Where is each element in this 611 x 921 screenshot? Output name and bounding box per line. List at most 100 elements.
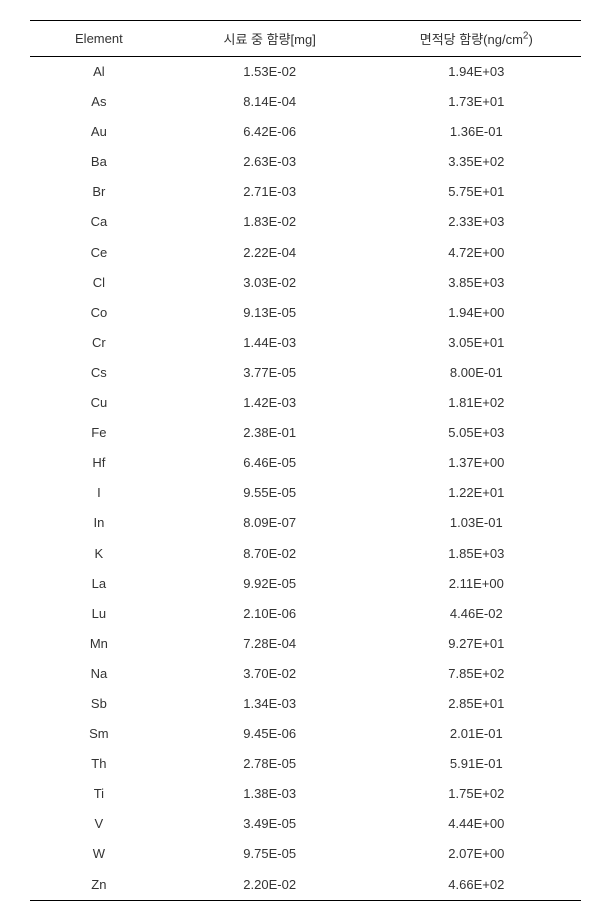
cell-sample-mg: 9.92E-05 [168,569,372,599]
cell-sample-mg: 2.63E-03 [168,147,372,177]
cell-element: Ca [30,207,168,237]
table-row: Th2.78E-055.91E-01 [30,749,581,779]
table-row: V3.49E-054.44E+00 [30,809,581,839]
table-row: Cu1.42E-031.81E+02 [30,388,581,418]
table-row: Zn2.20E-024.66E+02 [30,870,581,901]
cell-element: Zn [30,870,168,901]
cell-sample-mg: 9.45E-06 [168,719,372,749]
col-header-area-ngcm2: 면적당 함량(ng/cm2) [372,21,581,57]
table-row: Au6.42E-061.36E-01 [30,117,581,147]
cell-area-ngcm2: 3.05E+01 [372,328,581,358]
table-row: Fe2.38E-015.05E+03 [30,418,581,448]
table-row: K8.70E-021.85E+03 [30,539,581,569]
table-row: Ba2.63E-033.35E+02 [30,147,581,177]
cell-sample-mg: 9.55E-05 [168,478,372,508]
cell-sample-mg: 8.70E-02 [168,539,372,569]
col-header-sample-mg: 시료 중 함량[mg] [168,21,372,57]
table-row: La9.92E-052.11E+00 [30,569,581,599]
table-row: Cr1.44E-033.05E+01 [30,328,581,358]
cell-area-ngcm2: 5.75E+01 [372,177,581,207]
cell-element: Fe [30,418,168,448]
cell-area-ngcm2: 1.94E+03 [372,57,581,88]
table-row: Sm9.45E-062.01E-01 [30,719,581,749]
cell-sample-mg: 1.38E-03 [168,779,372,809]
cell-sample-mg: 2.10E-06 [168,599,372,629]
cell-sample-mg: 1.44E-03 [168,328,372,358]
col-header-area-suffix: ) [528,32,532,47]
cell-area-ngcm2: 1.75E+02 [372,779,581,809]
cell-sample-mg: 3.70E-02 [168,659,372,689]
cell-element: In [30,508,168,538]
table-row: In8.09E-071.03E-01 [30,508,581,538]
cell-element: Cr [30,328,168,358]
cell-area-ngcm2: 1.37E+00 [372,448,581,478]
cell-sample-mg: 2.71E-03 [168,177,372,207]
cell-element: Au [30,117,168,147]
col-header-area-prefix: 면적당 함량(ng/cm [420,32,523,47]
cell-area-ngcm2: 5.91E-01 [372,749,581,779]
cell-area-ngcm2: 4.44E+00 [372,809,581,839]
cell-area-ngcm2: 8.00E-01 [372,358,581,388]
cell-area-ngcm2: 4.66E+02 [372,870,581,901]
cell-element: Ce [30,238,168,268]
cell-area-ngcm2: 1.22E+01 [372,478,581,508]
cell-element: Sm [30,719,168,749]
cell-sample-mg: 1.83E-02 [168,207,372,237]
cell-sample-mg: 2.20E-02 [168,870,372,901]
cell-sample-mg: 7.28E-04 [168,629,372,659]
cell-sample-mg: 8.14E-04 [168,87,372,117]
cell-sample-mg: 1.42E-03 [168,388,372,418]
cell-element: I [30,478,168,508]
cell-area-ngcm2: 4.46E-02 [372,599,581,629]
cell-area-ngcm2: 7.85E+02 [372,659,581,689]
cell-sample-mg: 1.53E-02 [168,57,372,88]
cell-element: Mn [30,629,168,659]
cell-element: Na [30,659,168,689]
col-header-element: Element [30,21,168,57]
table-row: Ca1.83E-022.33E+03 [30,207,581,237]
table-row: Al1.53E-021.94E+03 [30,57,581,88]
cell-sample-mg: 6.42E-06 [168,117,372,147]
cell-sample-mg: 2.38E-01 [168,418,372,448]
table-row: Br2.71E-035.75E+01 [30,177,581,207]
cell-element: Ba [30,147,168,177]
cell-element: Br [30,177,168,207]
cell-element: Sb [30,689,168,719]
cell-element: Lu [30,599,168,629]
table-row: Mn7.28E-049.27E+01 [30,629,581,659]
table-row: Lu2.10E-064.46E-02 [30,599,581,629]
cell-sample-mg: 9.13E-05 [168,298,372,328]
cell-area-ngcm2: 2.01E-01 [372,719,581,749]
table-row: Co9.13E-051.94E+00 [30,298,581,328]
cell-area-ngcm2: 9.27E+01 [372,629,581,659]
cell-area-ngcm2: 1.73E+01 [372,87,581,117]
cell-area-ngcm2: 1.81E+02 [372,388,581,418]
cell-sample-mg: 2.78E-05 [168,749,372,779]
cell-sample-mg: 3.49E-05 [168,809,372,839]
table-row: Cs3.77E-058.00E-01 [30,358,581,388]
cell-element: As [30,87,168,117]
table-row: As8.14E-041.73E+01 [30,87,581,117]
table-row: Ti1.38E-031.75E+02 [30,779,581,809]
cell-area-ngcm2: 2.85E+01 [372,689,581,719]
cell-area-ngcm2: 1.03E-01 [372,508,581,538]
cell-sample-mg: 3.77E-05 [168,358,372,388]
cell-area-ngcm2: 5.05E+03 [372,418,581,448]
cell-sample-mg: 9.75E-05 [168,839,372,869]
cell-element: Hf [30,448,168,478]
cell-area-ngcm2: 3.35E+02 [372,147,581,177]
cell-element: Cs [30,358,168,388]
table-row: Cl3.03E-023.85E+03 [30,268,581,298]
cell-area-ngcm2: 2.11E+00 [372,569,581,599]
cell-element: W [30,839,168,869]
cell-element: Cl [30,268,168,298]
table-body: Al1.53E-021.94E+03As8.14E-041.73E+01Au6.… [30,57,581,901]
cell-element: V [30,809,168,839]
cell-area-ngcm2: 4.72E+00 [372,238,581,268]
cell-element: K [30,539,168,569]
cell-sample-mg: 6.46E-05 [168,448,372,478]
table-row: Na3.70E-027.85E+02 [30,659,581,689]
cell-sample-mg: 2.22E-04 [168,238,372,268]
cell-area-ngcm2: 1.94E+00 [372,298,581,328]
cell-element: La [30,569,168,599]
